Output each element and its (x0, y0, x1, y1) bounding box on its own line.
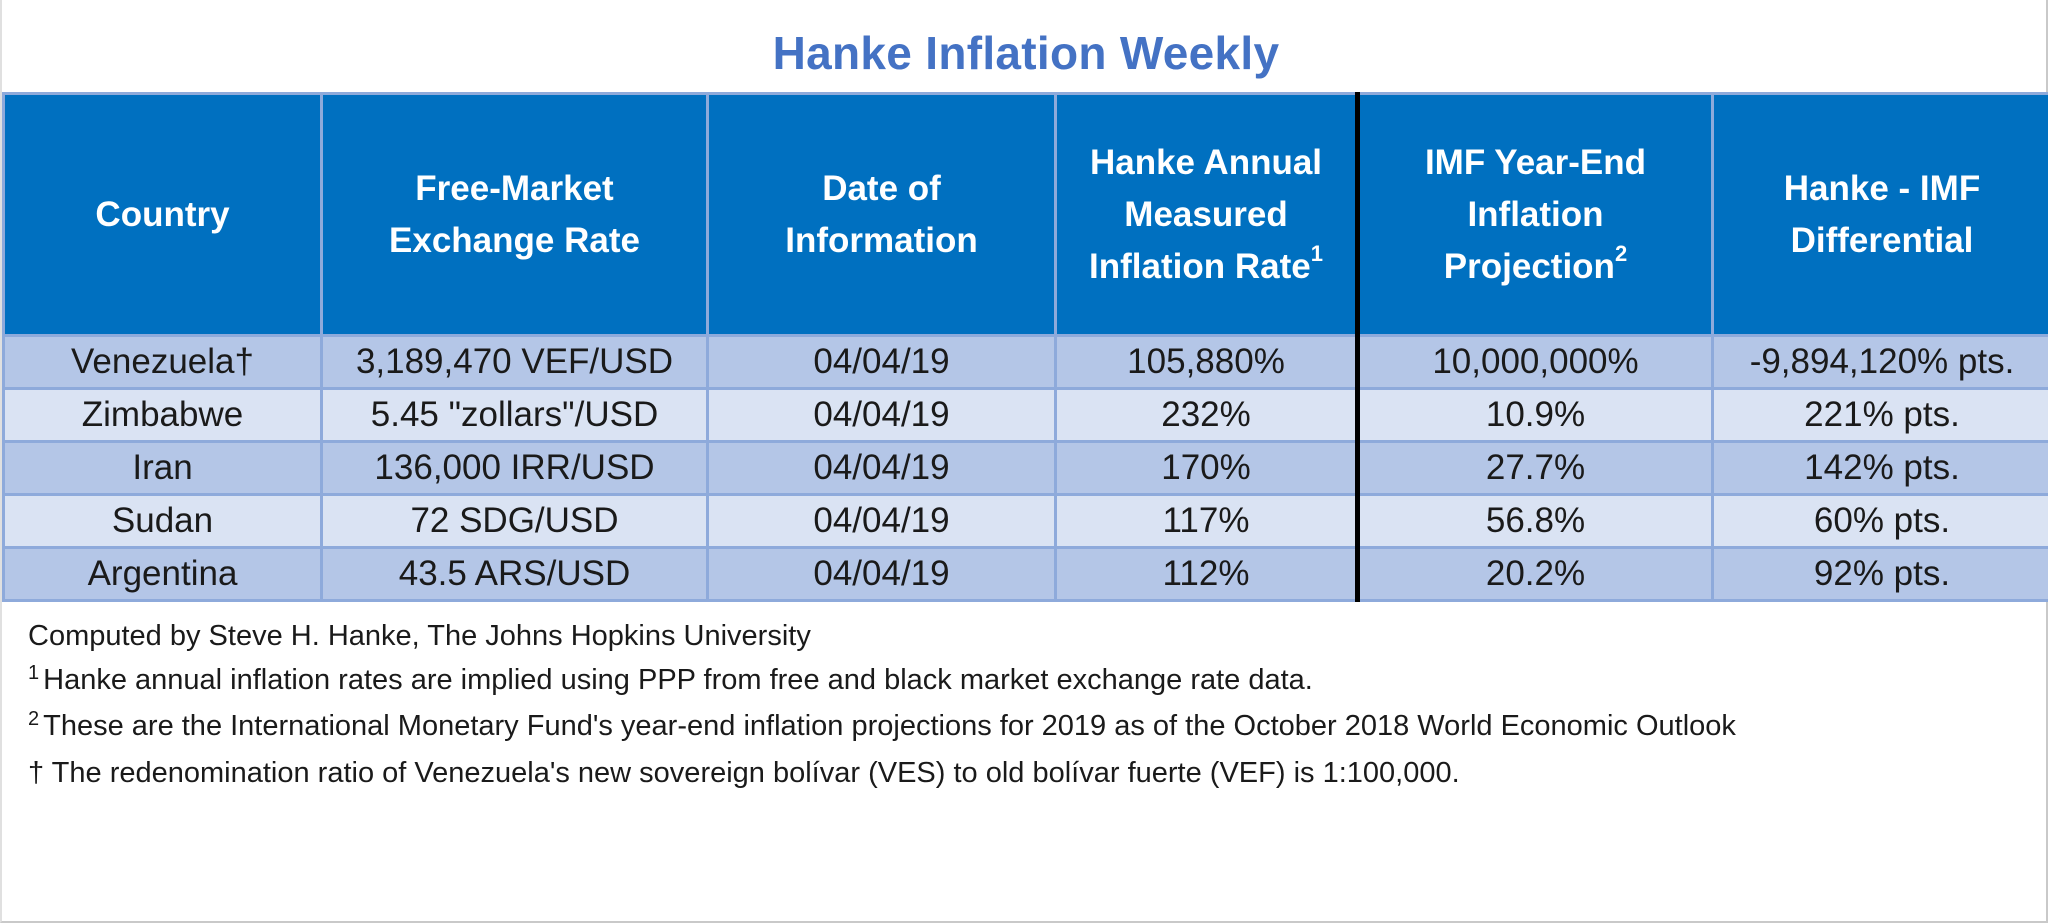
cell-exchange-rate: 72 SDG/USD (320, 493, 709, 549)
header-exchange-rate: Free-Market Exchange Rate (320, 92, 709, 337)
header-country: Country (2, 92, 323, 337)
cell-differential: -9,894,120% pts. (1711, 334, 2048, 390)
inflation-table: Country Free-Market Exchange Rate Date o… (2, 92, 2048, 602)
cell-date: 04/04/19 (706, 546, 1057, 602)
report-title: Hanke Inflation Weekly (772, 27, 1280, 79)
cell-country: Argentina (2, 546, 323, 602)
cell-country: Zimbabwe (2, 387, 323, 443)
footnote-1-text: Hanke annual inflation rates are implied… (43, 663, 1313, 696)
cell-differential: 142% pts. (1711, 440, 2048, 496)
footnote-2: 2 These are the International Monetary Fu… (28, 705, 1736, 752)
footnote-2-text: These are the International Monetary Fun… (43, 710, 1736, 742)
footnote-2-mark: 2 (28, 708, 40, 730)
cell-differential: 92% pts. (1711, 546, 2048, 602)
cell-hanke-rate: 117% (1054, 493, 1359, 549)
table-row: Argentina 43.5 ARS/USD 04/04/19 112% 20.… (2, 546, 2048, 602)
cell-imf-projection: 27.7% (1355, 440, 1714, 496)
cell-exchange-rate: 43.5 ARS/USD (320, 546, 709, 602)
cell-date: 04/04/19 (706, 440, 1057, 496)
cell-country: Sudan (2, 493, 323, 549)
cell-hanke-rate: 105,880% (1054, 334, 1359, 390)
cell-exchange-rate: 5.45 "zollars"/USD (320, 387, 709, 443)
table-row: Venezuela† 3,189,470 VEF/USD 04/04/19 10… (2, 334, 2048, 390)
cell-exchange-rate: 136,000 IRR/USD (320, 440, 709, 496)
cell-hanke-rate: 170% (1054, 440, 1359, 496)
cell-date: 04/04/19 (706, 493, 1057, 549)
cell-date: 04/04/19 (706, 387, 1057, 443)
footnote-1: 1 Hanke annual inflation rates are implie… (28, 659, 1736, 706)
notes-section: Computed by Steve H. Hanke, The Johns Ho… (28, 615, 1736, 795)
table-header-row: Country Free-Market Exchange Rate Date o… (2, 92, 2048, 337)
cell-country: Iran (2, 440, 323, 496)
footnote-marker-2: 2 (1614, 240, 1628, 266)
cell-hanke-rate: 232% (1054, 387, 1359, 443)
cell-differential: 221% pts. (1711, 387, 2048, 443)
footnote-1-mark: 1 (28, 661, 40, 684)
header-date: Date of Information (706, 92, 1057, 337)
cell-imf-projection: 56.8% (1355, 493, 1714, 549)
footnote-marker-1: 1 (1310, 240, 1323, 266)
cell-imf-projection: 10.9% (1355, 387, 1714, 443)
table-row: Zimbabwe 5.45 "zollars"/USD 04/04/19 232… (2, 387, 2048, 443)
cell-imf-projection: 10,000,000% (1355, 334, 1714, 390)
cell-differential: 60% pts. (1711, 493, 2048, 549)
cell-hanke-rate: 112% (1054, 546, 1359, 602)
dagger-note: † The redenomination ratio of Venezuela'… (28, 756, 1460, 789)
header-imf-projection: IMF Year-End Inflation Projection2 (1355, 92, 1714, 337)
table-row: Iran 136,000 IRR/USD 04/04/19 170% 27.7%… (2, 440, 2048, 496)
credit-line: Computed by Steve H. Hanke, The Johns Ho… (28, 620, 811, 652)
header-hanke-rate: Hanke Annual Measured Inflation Rate1 (1054, 92, 1359, 337)
cell-exchange-rate: 3,189,470 VEF/USD (320, 334, 709, 390)
cell-date: 04/04/19 (706, 334, 1057, 390)
cell-imf-projection: 20.2% (1355, 546, 1714, 602)
header-differential: Hanke - IMF Differential (1711, 92, 2048, 337)
table-row: Sudan 72 SDG/USD 04/04/19 117% 56.8% 60%… (2, 493, 2048, 549)
cell-country: Venezuela† (2, 334, 323, 390)
